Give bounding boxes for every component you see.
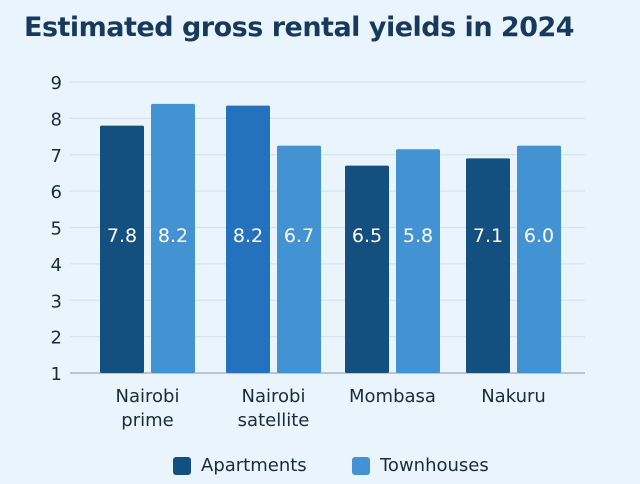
- bar-townhouses: [277, 145, 321, 373]
- y-tick-label: 4: [51, 255, 62, 276]
- data-label: 6.5: [352, 225, 382, 247]
- x-tick-label: prime: [121, 410, 173, 431]
- y-tick-label: 2: [51, 328, 62, 349]
- bar-apartments: [100, 125, 144, 374]
- bar-townhouses: [396, 149, 440, 373]
- x-tick-label: Nairobi: [242, 386, 306, 407]
- x-tick-label: Nakuru: [481, 386, 546, 407]
- y-tick-label: 7: [51, 146, 62, 167]
- bar-apartments: [345, 165, 389, 373]
- y-tick-label: 3: [51, 291, 62, 312]
- x-tick-label: satellite: [238, 410, 310, 431]
- data-label: 7.8: [107, 225, 137, 247]
- legend-item-apartments: Apartments: [173, 455, 307, 476]
- y-tick-label: 8: [51, 109, 62, 130]
- data-label: 6.7: [284, 225, 314, 247]
- legend-swatch-townhouses: [352, 456, 370, 475]
- bar-apartments: [466, 158, 510, 373]
- x-tick-label: Mombasa: [349, 386, 436, 407]
- y-tick-label: 1: [51, 364, 62, 385]
- y-tick-label: 5: [51, 219, 62, 240]
- legend-item-townhouses: Townhouses: [352, 455, 489, 476]
- bar-townhouses: [151, 103, 195, 373]
- bar-townhouses: [517, 145, 561, 373]
- x-tick-label: Nairobi: [116, 386, 180, 407]
- data-label: 7.1: [473, 225, 503, 247]
- legend-label: Townhouses: [380, 455, 489, 476]
- data-label: 8.2: [233, 225, 263, 247]
- legend-label: Apartments: [201, 455, 307, 476]
- data-label: 6.0: [524, 225, 554, 247]
- data-label: 8.2: [158, 225, 188, 247]
- chart-title: Estimated gross rental yields in 2024: [24, 12, 575, 43]
- legend-swatch-apartments: [173, 456, 191, 475]
- y-tick-label: 6: [51, 182, 62, 203]
- data-label: 5.8: [403, 225, 433, 247]
- bar-apartments: [226, 105, 270, 374]
- y-tick-label: 9: [51, 73, 62, 94]
